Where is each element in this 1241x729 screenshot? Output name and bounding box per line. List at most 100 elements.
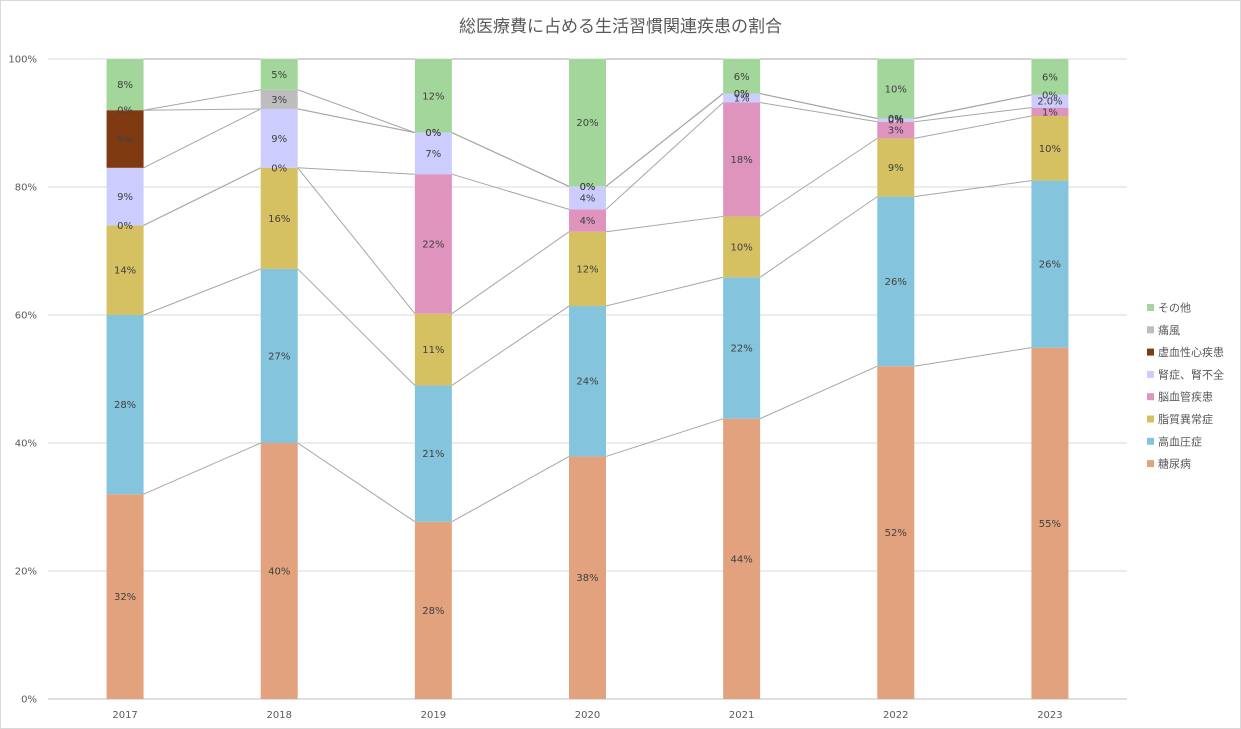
data-label: 14% xyxy=(114,266,136,277)
data-label: 21% xyxy=(422,449,444,460)
series-line xyxy=(143,108,261,111)
legend-label: 脳血管疾患 xyxy=(1158,390,1213,404)
data-label: 8% xyxy=(117,80,133,91)
bar-segment xyxy=(260,268,298,443)
data-label: 27% xyxy=(268,351,290,362)
bar-segment xyxy=(723,59,761,94)
x-tick-label: 2021 xyxy=(729,710,754,721)
series-lines xyxy=(143,58,1032,523)
bar-segment xyxy=(106,494,144,699)
data-label: 44% xyxy=(731,554,753,565)
x-tick-label: 2023 xyxy=(1037,710,1062,721)
series-line xyxy=(914,347,1032,367)
legend-label: 脂質異常症 xyxy=(1158,412,1213,426)
legend-swatch xyxy=(1147,326,1154,334)
x-tick-label: 2022 xyxy=(883,710,908,721)
bar-segment xyxy=(1031,94,1069,108)
bar-segment xyxy=(106,167,144,226)
series-line xyxy=(143,89,261,111)
series-line xyxy=(297,89,416,134)
y-tick-label: 100% xyxy=(8,55,37,66)
x-tick-label: 2019 xyxy=(421,710,446,721)
data-label: 0% xyxy=(117,221,133,232)
bar-segment xyxy=(414,521,452,699)
bar-segment xyxy=(723,93,761,103)
data-label: 9% xyxy=(117,192,133,203)
data-label: 22% xyxy=(422,239,444,250)
series-line xyxy=(605,276,724,307)
series-line xyxy=(143,108,261,169)
series-line xyxy=(605,102,724,210)
series-line xyxy=(759,365,878,420)
data-label: 16% xyxy=(268,214,290,225)
data-label: 20% xyxy=(576,118,598,129)
series-line xyxy=(605,93,724,187)
data-label: 38% xyxy=(576,573,598,584)
bar-segment xyxy=(1031,180,1069,348)
series-line xyxy=(605,418,724,457)
legend-label: 高血圧症 xyxy=(1158,434,1202,448)
data-label: 0% xyxy=(580,182,596,193)
y-tick-label: 0% xyxy=(21,695,37,706)
y-tick-label: 20% xyxy=(15,567,37,578)
bar-segment xyxy=(569,59,606,187)
legend-swatch xyxy=(1147,460,1154,468)
x-axis-ticks: 2017 2018 2019 2020 2021 2022 2023 xyxy=(112,710,1062,721)
x-tick-label: 2018 xyxy=(266,710,291,721)
legend-swatch xyxy=(1147,370,1154,378)
y-tick-label: 80% xyxy=(15,183,37,194)
bar-segment xyxy=(723,216,761,278)
bar-segment xyxy=(414,174,452,314)
data-label: 10% xyxy=(731,242,753,253)
bar-segment xyxy=(877,366,915,699)
data-label: 7% xyxy=(425,149,441,160)
data-label: 11% xyxy=(422,345,444,356)
data-label: 5% xyxy=(271,70,287,81)
series-line xyxy=(143,167,261,226)
bar-segment xyxy=(106,59,144,111)
bar-segment xyxy=(569,456,606,699)
bar-segment xyxy=(260,89,298,109)
data-label: 0% xyxy=(425,128,441,139)
series-line xyxy=(297,167,416,315)
data-label: 4% xyxy=(580,193,596,204)
bars xyxy=(106,59,1069,699)
bar-segment xyxy=(260,59,298,90)
bar-segment xyxy=(1031,115,1069,181)
series-line xyxy=(760,93,878,120)
bar-segment xyxy=(1031,59,1069,95)
bar-segment xyxy=(260,167,298,269)
data-label: 28% xyxy=(422,606,444,617)
data-label: 12% xyxy=(576,264,598,275)
series-line xyxy=(451,231,570,315)
series-line xyxy=(451,456,570,523)
data-label: 0% xyxy=(1042,90,1058,101)
series-line xyxy=(297,167,415,175)
series-line xyxy=(914,180,1032,198)
data-label: 18% xyxy=(731,155,753,166)
bar-segment xyxy=(569,209,606,232)
data-label: 52% xyxy=(885,528,907,539)
data-label: 6% xyxy=(1042,72,1058,83)
data-label: 10% xyxy=(1039,144,1061,155)
series-line xyxy=(451,173,570,210)
chart-title: 総医療費に占める生活習慣関連疾患の割合 xyxy=(459,17,782,37)
series-line xyxy=(143,442,261,495)
bar-segment xyxy=(569,231,606,307)
bar-segment xyxy=(569,186,606,210)
bar-segment xyxy=(260,443,298,699)
bar-segment xyxy=(414,59,452,133)
data-label: 9% xyxy=(888,163,904,174)
bar-segment xyxy=(877,138,915,197)
legend-swatch xyxy=(1147,415,1154,423)
data-label: 55% xyxy=(1039,519,1061,530)
data-label: 1% xyxy=(734,94,750,105)
series-line xyxy=(914,115,1032,139)
bar-segment xyxy=(414,313,452,386)
data-label: 3% xyxy=(888,126,904,137)
legend-label: 痛風 xyxy=(1158,323,1180,337)
data-label: 0% xyxy=(271,163,287,174)
bar-segment xyxy=(106,315,144,495)
